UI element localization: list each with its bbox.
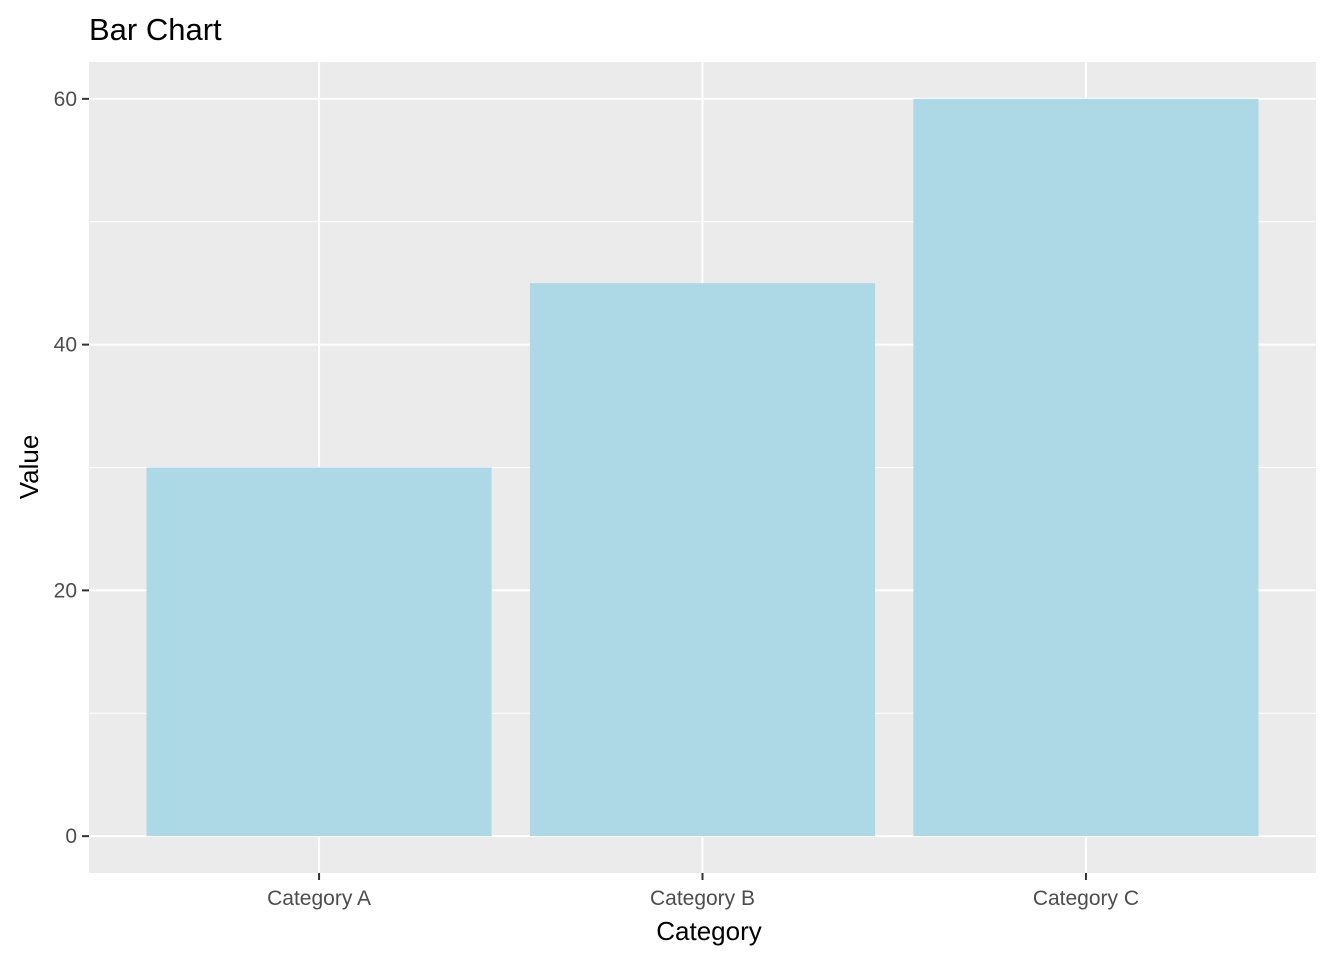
x-tick-label: Category C [1033,887,1139,910]
x-axis-title: Category [656,916,762,946]
y-tick-label: 40 [54,334,77,357]
y-tick-label: 0 [65,825,77,848]
chart-title: Bar Chart [89,12,222,47]
y-axis-title: Value [14,435,44,500]
y-tick-label: 20 [54,579,77,602]
bar-2 [529,283,876,837]
x-tick-label: Category B [650,887,755,910]
bar-3 [913,98,1259,837]
y-tick-label: 60 [54,88,77,111]
bars [146,98,1259,837]
x-tick-label: Category A [267,887,371,910]
x-axis: Category A Category B Category C [267,873,1139,910]
bar-1 [146,467,492,837]
y-axis: 0 20 40 60 [54,88,89,848]
